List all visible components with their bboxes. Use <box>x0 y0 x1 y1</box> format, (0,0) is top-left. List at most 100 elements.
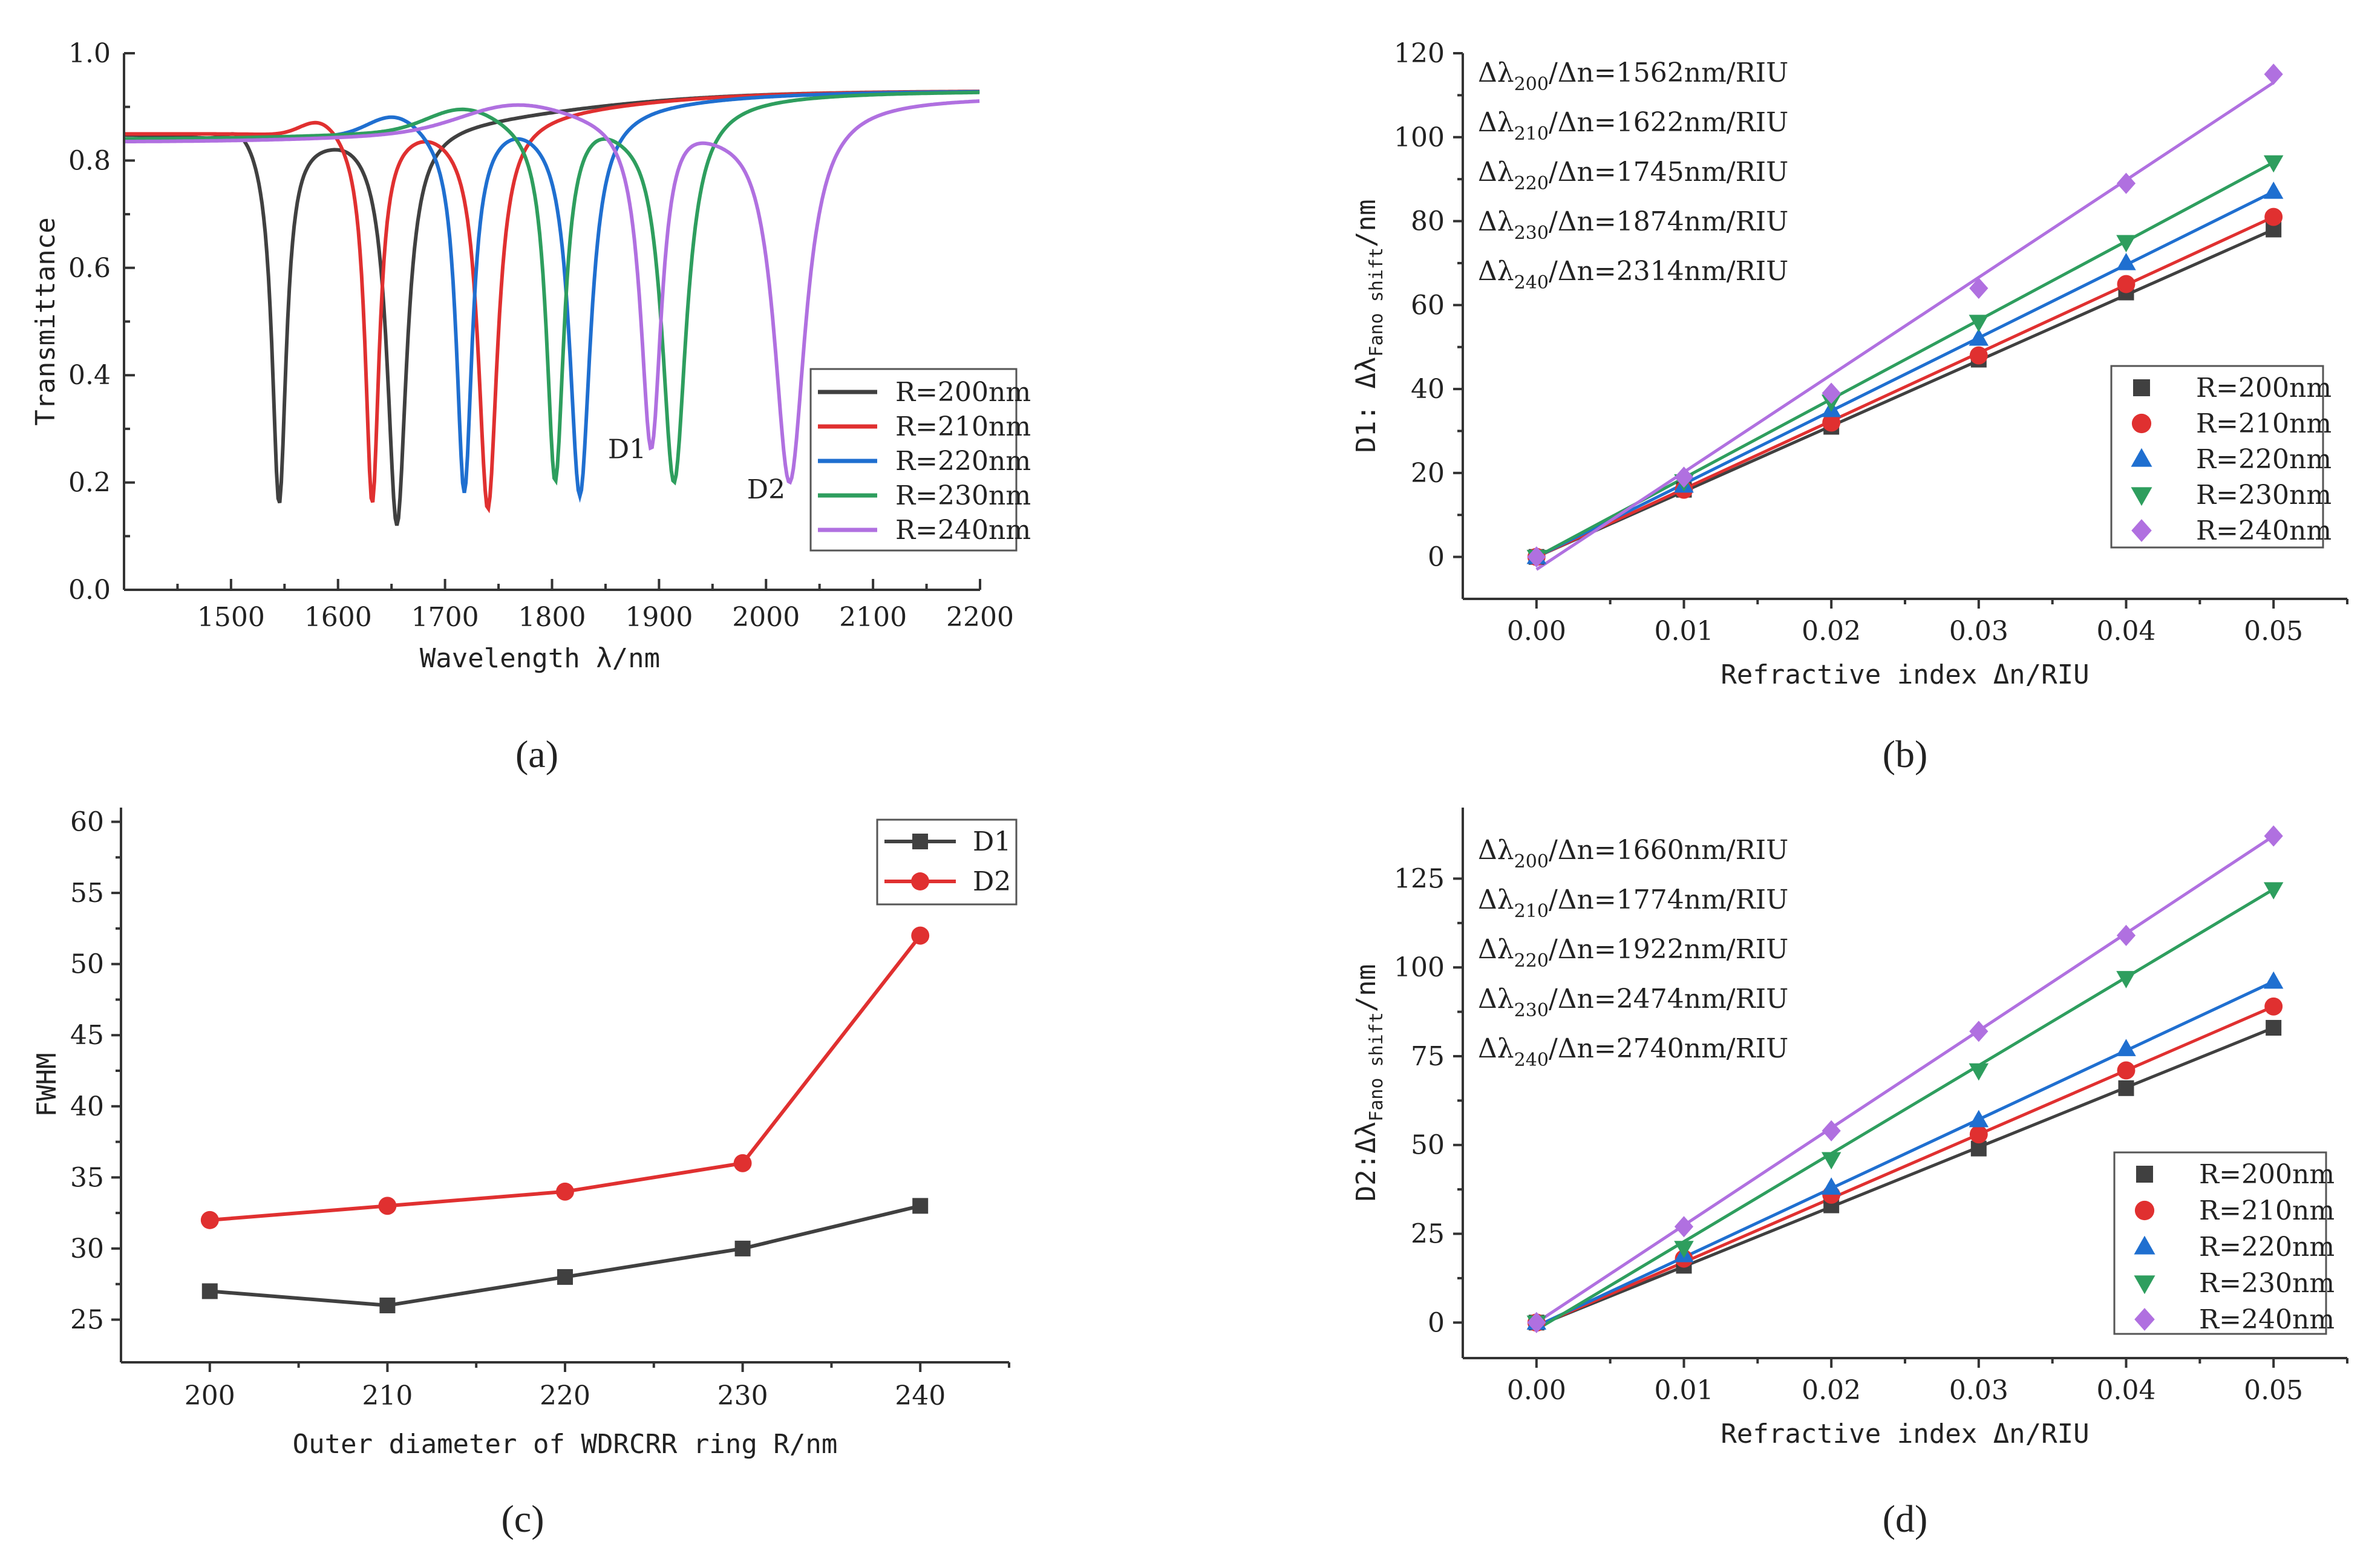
data-point-R=240nm <box>1674 1216 1694 1238</box>
sensitivity-value: 1774 <box>1616 884 1684 915</box>
sensitivity-label: Δλ230/Δn=2474nm/RIU <box>1478 984 1788 1021</box>
x-tick-label: 0.01 <box>1655 616 1714 647</box>
sensitivity-value: 1660 <box>1616 835 1684 866</box>
legend-entry-label: D2 <box>973 866 1011 897</box>
fit-line-R=240nm <box>1535 834 2275 1324</box>
panel-label-a: (a) <box>515 733 558 776</box>
y-tick-label: 0 <box>1428 1307 1445 1338</box>
y-tick-label: 0.4 <box>68 360 111 391</box>
sensitivity-prefix: Δλ <box>1478 256 1514 287</box>
data-point-D2 <box>378 1197 397 1215</box>
sensitivity-unit: nm/RIU <box>1684 157 1788 188</box>
x-tick-label: 1500 <box>197 602 265 633</box>
data-point-R=220nm <box>2263 971 2284 989</box>
x-tick-label: 2100 <box>839 602 907 633</box>
legend-entry-label: R=240nm <box>2196 515 2332 546</box>
data-point-R=210nm <box>2117 275 2136 293</box>
data-point-R=240nm <box>1527 1312 1546 1333</box>
legend-entry-label: R=230nm <box>2196 480 2332 511</box>
y-tick-label: 25 <box>1411 1219 1445 1250</box>
sensitivity-mid: /Δn= <box>1549 157 1616 188</box>
sensitivity-mid: /Δn= <box>1549 934 1616 965</box>
data-point-R=220nm <box>1969 1109 1989 1128</box>
x-tick-label: 0.01 <box>1655 1375 1714 1406</box>
data-point-R=210nm <box>1822 413 1841 432</box>
legend-box <box>876 818 1018 906</box>
panel-label-c: (c) <box>501 1497 544 1540</box>
sensitivity-subscript: 220 <box>1514 173 1549 194</box>
sensitivity-subscript: 200 <box>1514 74 1549 95</box>
sensitivity-prefix: Δλ <box>1478 157 1514 188</box>
sensitivity-unit: nm/RIU <box>1684 1033 1788 1064</box>
legend-entry-label: R=200nm <box>2199 1159 2335 1190</box>
data-point-R=240nm <box>1674 466 1694 488</box>
y-tick-label: 40 <box>70 1091 104 1122</box>
sensitivity-value: 1622 <box>1616 107 1684 138</box>
legend-entry-label: R=210nm <box>2196 408 2332 439</box>
legend-entry-label: R=240nm <box>895 515 1031 546</box>
sensitivity-value: 1874 <box>1616 206 1684 237</box>
y-tick-label: 0.6 <box>68 253 111 284</box>
panel-c: 25 30 35 40 45 50 55 60 200 210 220 230 240 Outer dia… <box>31 807 1018 1540</box>
data-point-R=220nm <box>2116 253 2136 270</box>
legend-swatch-marker <box>2134 1200 2155 1221</box>
y-axis-title: D2:ΔλFano shift/nm <box>1351 964 1387 1202</box>
data-point-R=240nm <box>2264 825 2283 847</box>
panel-label-b: (b) <box>1883 733 1928 776</box>
x-tick-label: 1600 <box>304 602 372 633</box>
sensitivity-prefix: Δλ <box>1478 107 1514 138</box>
y-tick-label: 125 <box>1394 863 1445 894</box>
y-axis-title: D1: ΔλFano shift/nm <box>1351 199 1387 452</box>
sensitivity-label: Δλ200/Δn=1562nm/RIU <box>1478 57 1788 95</box>
x-axis-title: Outer diameter of WDRCRR ring R/nm <box>293 1429 838 1460</box>
data-point-R=240nm <box>1822 382 1841 404</box>
sensitivity-subscript: 230 <box>1514 223 1549 244</box>
legend-swatch-marker <box>2134 1235 2155 1255</box>
sensitivity-value: 2474 <box>1616 984 1684 1014</box>
data-point-R=230nm <box>2116 235 2136 253</box>
y-tick-label: 35 <box>70 1162 104 1193</box>
x-tick-label: 0.00 <box>1507 616 1566 647</box>
y-tick-label: 60 <box>70 807 104 838</box>
fit-line-R=210nm <box>1535 1005 2275 1328</box>
y-tick-label: 120 <box>1394 38 1445 69</box>
fit-line-R=210nm <box>1535 215 2275 558</box>
sensitivity-value: 2314 <box>1616 256 1684 287</box>
sensitivity-value: 1922 <box>1616 934 1684 965</box>
sensitivity-subscript: 210 <box>1514 123 1549 145</box>
y-tick-label: 60 <box>1411 290 1445 321</box>
legend-entry-label: R=230nm <box>2199 1268 2335 1299</box>
data-point-D1 <box>379 1297 396 1313</box>
data-point-R=240nm <box>1822 1120 1841 1142</box>
sensitivity-prefix: Δλ <box>1478 57 1514 88</box>
data-point-R=230nm <box>2116 971 2136 988</box>
data-point-R=230nm <box>1821 1152 1841 1170</box>
sensitivity-subscript: 210 <box>1514 901 1549 922</box>
fit-line-R=230nm <box>1535 887 2275 1331</box>
legend-swatch-marker <box>2133 379 2150 396</box>
y-axis-title-suffix: /nm <box>1351 199 1382 247</box>
panel-label-d: (d) <box>1883 1497 1928 1540</box>
x-tick-label: 0.02 <box>1802 1375 1861 1406</box>
sensitivity-prefix: Δλ <box>1478 934 1514 965</box>
legend-swatch-marker <box>2131 487 2152 506</box>
legend-swatch-marker <box>2134 1308 2155 1331</box>
x-tick-label: 1900 <box>625 602 693 633</box>
x-tick-label: 0.05 <box>2244 616 2303 647</box>
fit-line-R=240nm <box>1535 81 2275 571</box>
y-tick-label: 30 <box>70 1233 104 1264</box>
x-tick-label: 0.03 <box>1949 616 2008 647</box>
y-tick-label: 0.8 <box>68 145 111 176</box>
fit-line-R=200nm <box>1535 228 2275 558</box>
x-tick-label: 1700 <box>411 602 479 633</box>
legend-entry-label: R=220nm <box>2199 1232 2335 1263</box>
x-tick-label: 0.04 <box>2097 616 2156 647</box>
x-tick-label: 0.05 <box>2244 1375 2303 1406</box>
legend-entry-label: R=220nm <box>895 446 1031 477</box>
data-point-R=240nm <box>1527 546 1546 568</box>
legend-entry-label: R=200nm <box>2196 373 2332 403</box>
x-tick-label: 240 <box>895 1380 946 1411</box>
sensitivity-unit: nm/RIU <box>1684 256 1788 287</box>
